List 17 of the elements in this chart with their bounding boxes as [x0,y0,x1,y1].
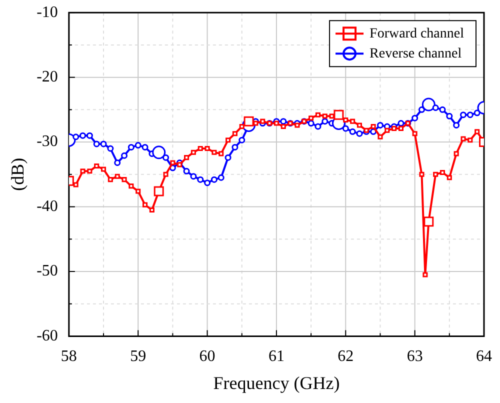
y-axis-title: (dB) [8,158,28,191]
x-tick-label: 59 [130,348,146,366]
x-tick-label: 60 [199,348,216,366]
y-tick-label: -60 [36,327,58,344]
y-tick-label: -40 [36,198,58,215]
y-tick-label: -50 [36,262,58,280]
legend-label: Forward channel [370,26,464,42]
x-tick-label: 63 [406,348,423,366]
x-axis-title: Frequency (GHz) [213,372,340,393]
x-tick-label: 64 [476,348,492,366]
y-tick-label: -20 [36,68,58,86]
x-tick-label: 62 [338,348,354,366]
x-tick-label: 61 [268,348,284,366]
x-tick-label: 58 [60,348,77,366]
legend-label: Reverse channel [370,46,462,62]
y-tick-label: -30 [36,133,58,150]
y-tick-label: -10 [36,4,58,21]
